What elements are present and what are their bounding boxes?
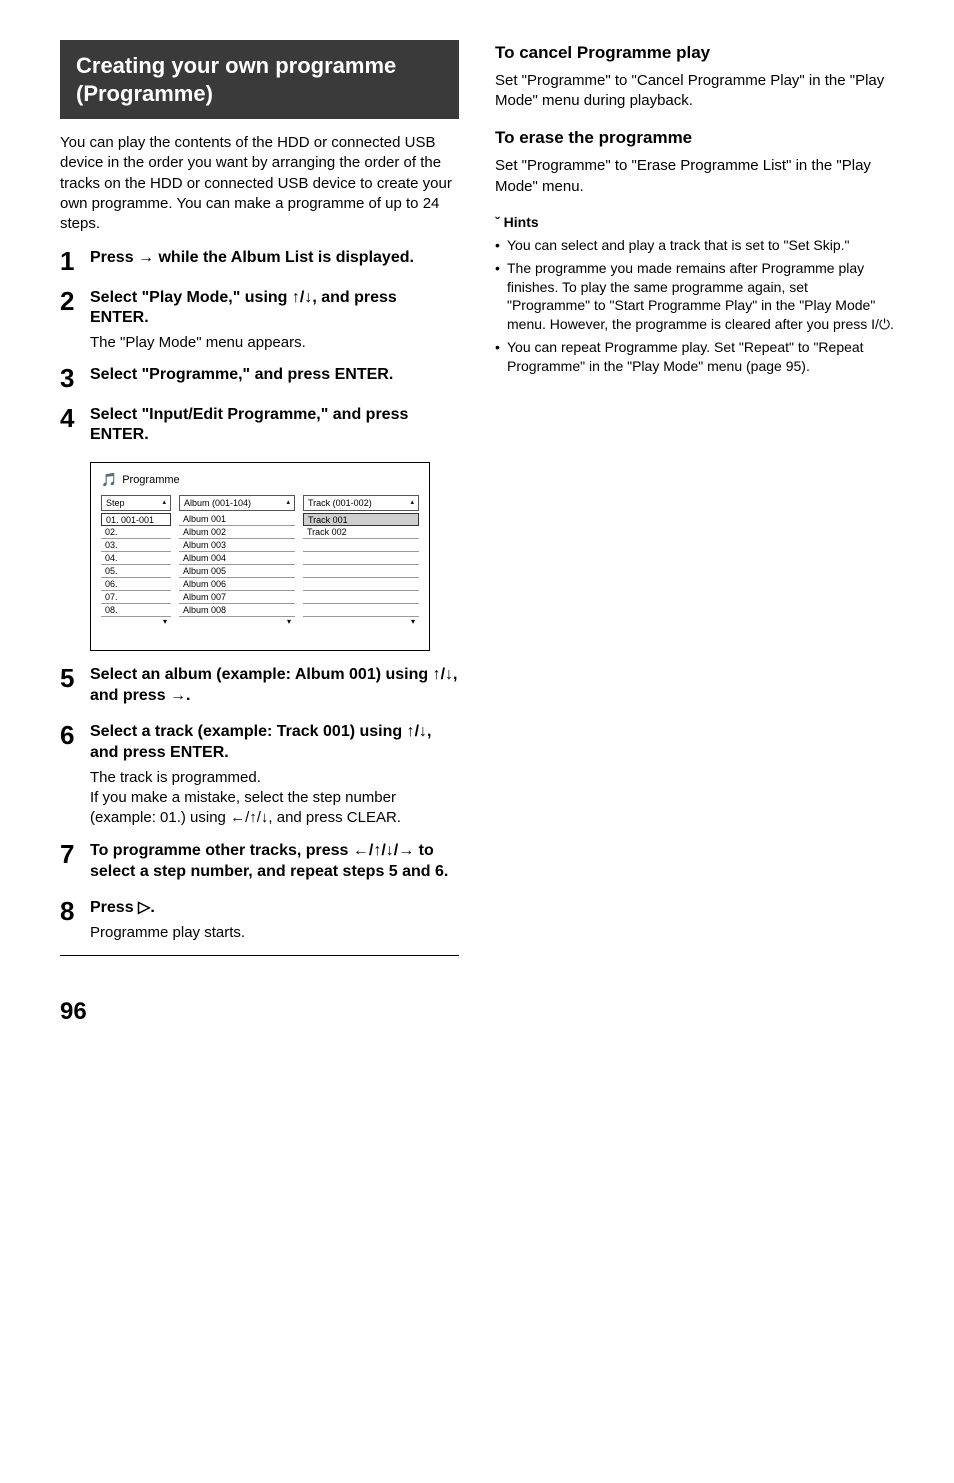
step-heading: To programme other tracks, press ←/↑/↓/→… bbox=[90, 841, 459, 883]
ss-cell: Track 001 bbox=[303, 513, 419, 526]
step-8: 8 Press ▷. Programme play starts. bbox=[60, 898, 459, 943]
col-header: Track (001-002) bbox=[308, 497, 372, 509]
down-triangle-icon: ▾ bbox=[303, 617, 419, 628]
step-heading: Select a track (example: Track 001) usin… bbox=[90, 722, 459, 764]
section-heading-box: Creating your own programme (Programme) bbox=[60, 40, 459, 119]
ss-cell: 07. bbox=[101, 591, 171, 604]
ss-cell bbox=[303, 539, 419, 552]
ss-cell: Album 001 bbox=[179, 513, 295, 526]
ss-cell: Album 006 bbox=[179, 578, 295, 591]
screenshot-album-column: Album (001-104) ▴ Album 001 Album 002 Alb… bbox=[179, 495, 295, 628]
ss-cell: Album 004 bbox=[179, 552, 295, 565]
ss-cell bbox=[303, 578, 419, 591]
step-number: 4 bbox=[60, 405, 90, 451]
page-columns: Creating your own programme (Programme) … bbox=[60, 40, 894, 956]
step-5: 5 Select an album (example: Album 001) u… bbox=[60, 665, 459, 711]
step-number: 3 bbox=[60, 365, 90, 392]
step-number: 5 bbox=[60, 665, 90, 711]
down-triangle-icon: ▾ bbox=[101, 617, 171, 628]
intro-paragraph: You can play the contents of the HDD or … bbox=[60, 133, 459, 234]
hint-item: The programme you made remains after Pro… bbox=[495, 259, 894, 335]
step-heading: Select "Input/Edit Programme," and press… bbox=[90, 405, 459, 447]
subsection-heading: To cancel Programme play bbox=[495, 42, 894, 65]
step-2: 2 Select "Play Mode," using ↑/↓, and pre… bbox=[60, 288, 459, 354]
screenshot-title: Programme bbox=[122, 473, 179, 488]
step-text: The track is programmed. If you make a m… bbox=[90, 768, 459, 829]
hint-item: You can repeat Programme play. Set "Repe… bbox=[495, 338, 894, 376]
ss-cell: 05. bbox=[101, 565, 171, 578]
ss-cell: 06. bbox=[101, 578, 171, 591]
section-heading: Creating your own programme (Programme) bbox=[76, 52, 443, 107]
up-triangle-icon: ▴ bbox=[286, 498, 290, 507]
step-6: 6 Select a track (example: Track 001) us… bbox=[60, 722, 459, 828]
ss-cell bbox=[303, 552, 419, 565]
screenshot-title-row: 🎵 Programme bbox=[101, 471, 419, 489]
step-heading: Select "Play Mode," using ↑/↓, and press… bbox=[90, 288, 459, 330]
step-text: The "Play Mode" menu appears. bbox=[90, 333, 459, 353]
step-heading: Press → while the Album List is displaye… bbox=[90, 248, 459, 269]
hints-label: Hints bbox=[504, 214, 539, 230]
ss-cell bbox=[303, 565, 419, 578]
divider bbox=[60, 955, 459, 956]
step-heading: Select an album (example: Album 001) usi… bbox=[90, 665, 459, 707]
paragraph: Set "Programme" to "Cancel Programme Pla… bbox=[495, 71, 894, 112]
step-number: 7 bbox=[60, 841, 90, 887]
ss-cell bbox=[303, 591, 419, 604]
ss-cell: 04. bbox=[101, 552, 171, 565]
screenshot-step-column: Step ▴ 01. 001-001 02. 03. 04. 05. 06. 07… bbox=[101, 495, 171, 628]
step-4: 4 Select "Input/Edit Programme," and pre… bbox=[60, 405, 459, 451]
paragraph: Set "Programme" to "Erase Programme List… bbox=[495, 156, 894, 197]
ss-cell: Album 003 bbox=[179, 539, 295, 552]
step-heading: Press ▷. bbox=[90, 898, 459, 919]
ss-cell bbox=[303, 604, 419, 617]
page-number: 96 bbox=[60, 996, 894, 1028]
ss-cell: Album 007 bbox=[179, 591, 295, 604]
lightbulb-icon: ˇ bbox=[495, 214, 500, 230]
left-column: Creating your own programme (Programme) … bbox=[60, 40, 459, 956]
ss-cell: 03. bbox=[101, 539, 171, 552]
right-column: To cancel Programme play Set "Programme"… bbox=[495, 40, 894, 956]
step-text: Programme play starts. bbox=[90, 923, 459, 943]
up-triangle-icon: ▴ bbox=[162, 498, 166, 507]
ss-cell: Track 002 bbox=[303, 526, 419, 539]
ss-cell: 01. 001-001 bbox=[101, 513, 171, 526]
step-1: 1 Press → while the Album List is displa… bbox=[60, 248, 459, 275]
down-triangle-icon: ▾ bbox=[179, 617, 295, 628]
ss-cell: Album 005 bbox=[179, 565, 295, 578]
step-heading: Select "Programme," and press ENTER. bbox=[90, 365, 459, 386]
ss-cell: Album 002 bbox=[179, 526, 295, 539]
step-7: 7 To programme other tracks, press ←/↑/↓… bbox=[60, 841, 459, 887]
music-note-icon: 🎵 bbox=[101, 471, 117, 489]
hint-item: You can select and play a track that is … bbox=[495, 236, 894, 255]
ss-cell: Album 008 bbox=[179, 604, 295, 617]
col-header: Album (001-104) bbox=[184, 497, 251, 509]
col-header: Step bbox=[106, 497, 125, 509]
step-number: 8 bbox=[60, 898, 90, 943]
step-number: 2 bbox=[60, 288, 90, 354]
subsection-heading: To erase the programme bbox=[495, 127, 894, 150]
step-3: 3 Select "Programme," and press ENTER. bbox=[60, 365, 459, 392]
up-triangle-icon: ▴ bbox=[410, 498, 414, 507]
programme-screenshot: 🎵 Programme Step ▴ 01. 001-001 02. 03. 04… bbox=[90, 462, 430, 650]
step-number: 1 bbox=[60, 248, 90, 275]
step-number: 6 bbox=[60, 722, 90, 828]
ss-cell: 02. bbox=[101, 526, 171, 539]
ss-cell: 08. bbox=[101, 604, 171, 617]
screenshot-track-column: Track (001-002) ▴ Track 001 Track 002 ▾ bbox=[303, 495, 419, 628]
hints-heading: ˇHints bbox=[495, 213, 894, 232]
hints-list: You can select and play a track that is … bbox=[495, 236, 894, 376]
